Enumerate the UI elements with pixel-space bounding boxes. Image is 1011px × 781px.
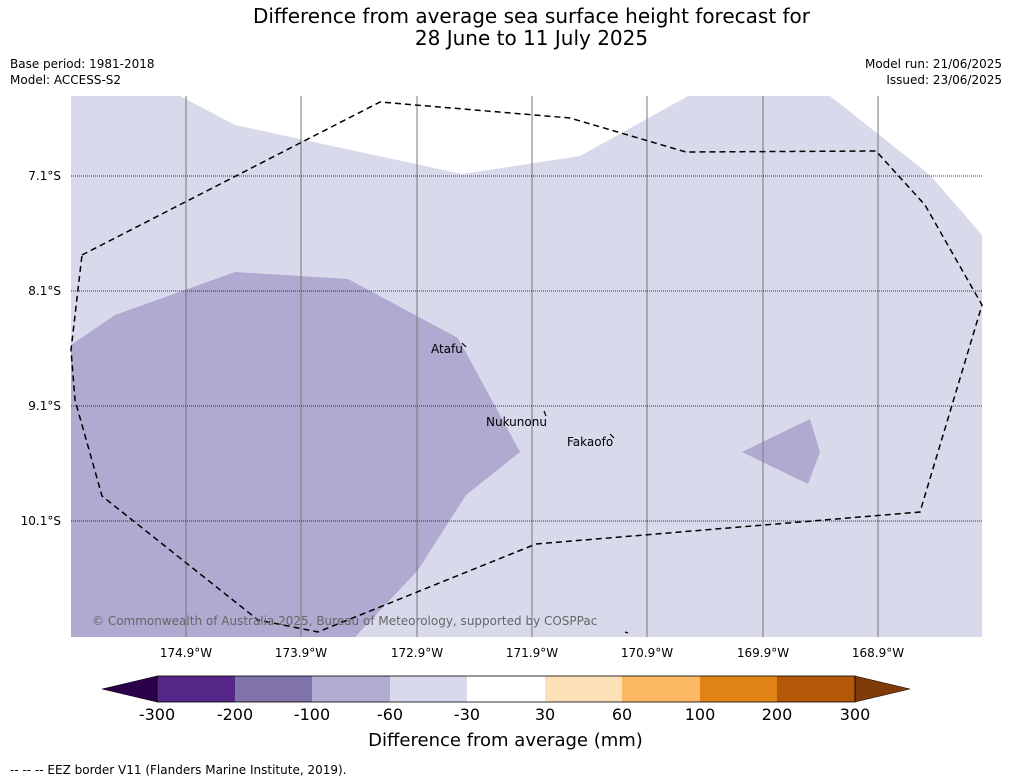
negative-anomaly-region: [71, 272, 520, 637]
base-period: Base period: 1981-2018: [10, 57, 155, 71]
colorbar-bin: [700, 676, 777, 702]
model-name: Model: ACCESS-S2: [10, 73, 122, 87]
colorbar-label: -30: [453, 705, 481, 724]
colorbar-label: -300: [138, 705, 176, 724]
issued-date: Issued: 23/06/2025: [886, 73, 1002, 87]
near-average-region: [180, 96, 688, 174]
lon-label: 174.9°W: [159, 646, 213, 660]
colorbar-title: Difference from average (mm): [368, 730, 643, 751]
meridian-lines: [185, 96, 879, 637]
lon-label: 173.9°W: [274, 646, 328, 660]
colorbar-bin: [622, 676, 700, 702]
place-label-nukunonu: Nukunonu: [486, 415, 547, 429]
colorbar-extend-low: [101, 675, 158, 703]
lat-label: 7.1°S: [28, 169, 61, 183]
meta-left: Base period: 1981-2018 Model: ACCESS-S2: [10, 56, 155, 88]
colorbar-bin: [467, 676, 545, 702]
colorbar-label: 200: [761, 705, 793, 724]
colorbar-extend-high: [854, 675, 911, 703]
atafu-atoll: [461, 342, 467, 348]
colorbar-bin: [312, 676, 390, 702]
negative-anomaly-region-small: [742, 419, 820, 484]
lat-label: 9.1°S: [28, 399, 61, 413]
colorbar-label: -100: [293, 705, 331, 724]
place-label-fakaofo: Fakaofo: [567, 435, 614, 449]
colorbar-bin: [777, 676, 855, 702]
fakaofo-atoll: [609, 433, 615, 439]
model-run: Model run: 21/06/2025: [864, 57, 1002, 71]
lon-label: 170.9°W: [620, 646, 674, 660]
colorbar-label: -200: [216, 705, 254, 724]
nukunonu-atoll: [543, 410, 547, 417]
colorbar-bin: [157, 676, 235, 702]
lon-label: 171.9°W: [505, 646, 559, 660]
place-label-atafu: Atafu: [431, 342, 463, 356]
title-line-2: 28 June to 11 July 2025: [414, 26, 649, 50]
colorbar-bin: [545, 676, 622, 702]
colorbar-label: -60: [376, 705, 404, 724]
title-line-1: Difference from average sea surface heig…: [252, 4, 811, 28]
lon-label: 169.9°W: [736, 646, 790, 660]
colorbar-label: 60: [611, 705, 633, 724]
lat-label: 8.1°S: [28, 284, 61, 298]
eez-border: [70, 101, 983, 633]
colorbar-label: 300: [839, 705, 871, 724]
lon-label: 168.9°W: [851, 646, 905, 660]
colorbar-outline: [156, 675, 856, 703]
map-title: Difference from average sea surface heig…: [0, 5, 1011, 49]
colorbar-bin: [390, 676, 467, 702]
near-average-region-east: [830, 96, 982, 235]
lat-label: 10.1°S: [20, 514, 61, 528]
lon-label: 172.9°W: [390, 646, 444, 660]
colorbar-label: 100: [684, 705, 716, 724]
swains-atoll: [624, 631, 629, 634]
eez-legend-note: -- -- -- EEZ border V11 (Flanders Marine…: [10, 763, 347, 777]
meta-right: Model run: 21/06/2025 Issued: 23/06/2025: [865, 56, 1002, 88]
colorbar: [101, 675, 911, 703]
copyright-notice: © Commonwealth of Australia 2025, Bureau…: [92, 614, 598, 628]
colorbar-bin: [235, 676, 312, 702]
colorbar-label: 30: [534, 705, 556, 724]
